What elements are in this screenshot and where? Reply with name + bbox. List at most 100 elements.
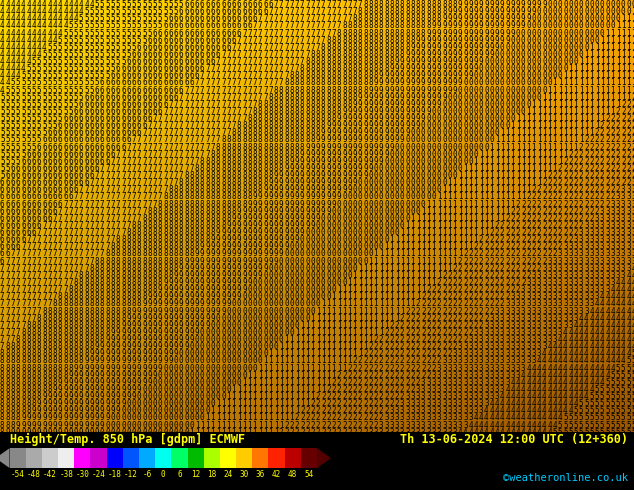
- Text: 0: 0: [584, 0, 589, 9]
- Text: 8: 8: [105, 307, 110, 316]
- Text: 8: 8: [58, 328, 63, 337]
- Text: 0: 0: [190, 378, 194, 387]
- Text: 0: 0: [616, 14, 620, 23]
- Text: 6: 6: [179, 7, 183, 16]
- Text: 0: 0: [247, 364, 252, 372]
- Text: 6: 6: [147, 86, 152, 95]
- Text: 4: 4: [479, 428, 484, 437]
- Text: 3: 3: [563, 321, 567, 330]
- Text: 5: 5: [79, 93, 84, 101]
- Text: 2: 2: [321, 399, 326, 408]
- Text: 1: 1: [327, 314, 331, 322]
- Text: 1: 1: [621, 28, 626, 38]
- Text: 2: 2: [590, 193, 594, 201]
- Text: 9: 9: [190, 257, 194, 266]
- Text: 7: 7: [32, 249, 36, 259]
- Text: 7: 7: [42, 235, 47, 244]
- Text: 30: 30: [240, 470, 249, 479]
- Text: 9: 9: [321, 207, 326, 216]
- Text: 8: 8: [342, 50, 347, 59]
- Text: 0: 0: [590, 7, 594, 16]
- Text: 9: 9: [384, 100, 389, 109]
- Text: 0: 0: [558, 22, 562, 30]
- Text: 2: 2: [574, 178, 578, 187]
- Text: 6: 6: [190, 28, 194, 38]
- Text: 7: 7: [190, 86, 194, 95]
- Text: 1: 1: [484, 199, 489, 209]
- Text: 8: 8: [153, 285, 157, 294]
- Text: 8: 8: [184, 243, 189, 251]
- Text: 1: 1: [221, 399, 226, 408]
- Text: 7: 7: [237, 64, 242, 73]
- Text: 9: 9: [500, 22, 505, 30]
- Text: 7: 7: [358, 0, 363, 9]
- Text: 9: 9: [305, 164, 310, 173]
- Text: 9: 9: [379, 78, 384, 87]
- Text: 1: 1: [584, 78, 589, 87]
- Text: 5: 5: [89, 50, 94, 59]
- Text: 3: 3: [526, 299, 531, 308]
- Text: 0: 0: [137, 435, 141, 444]
- Text: 1: 1: [337, 314, 341, 322]
- Text: 7: 7: [263, 93, 268, 101]
- Text: 2: 2: [500, 285, 505, 294]
- Text: 0: 0: [137, 428, 141, 437]
- Text: 2: 2: [421, 314, 425, 322]
- Text: 7: 7: [68, 249, 73, 259]
- Text: 4: 4: [547, 420, 552, 430]
- Text: 2: 2: [463, 321, 468, 330]
- Text: 0: 0: [337, 257, 341, 266]
- Text: 2: 2: [400, 342, 404, 351]
- Text: 9: 9: [105, 406, 110, 416]
- Text: 7: 7: [279, 7, 283, 16]
- Text: 5: 5: [26, 128, 31, 137]
- Text: 0: 0: [300, 299, 304, 308]
- Text: 2: 2: [416, 349, 420, 358]
- Text: 0: 0: [321, 221, 326, 230]
- Text: 9: 9: [384, 128, 389, 137]
- Text: 6: 6: [68, 164, 73, 173]
- Text: 9: 9: [300, 149, 304, 159]
- Text: 2: 2: [353, 392, 357, 401]
- Text: 2: 2: [568, 164, 573, 173]
- Text: 1: 1: [400, 278, 404, 287]
- Text: 7: 7: [58, 278, 63, 287]
- Text: 5: 5: [563, 420, 567, 430]
- Text: 6: 6: [179, 86, 183, 95]
- Text: 4: 4: [505, 392, 510, 401]
- Text: 1: 1: [563, 114, 567, 123]
- Text: 1: 1: [547, 93, 552, 101]
- Text: 8: 8: [5, 392, 10, 401]
- Text: 0: 0: [184, 428, 189, 437]
- Text: 9: 9: [347, 128, 352, 137]
- Text: 1: 1: [410, 214, 415, 223]
- Text: 7: 7: [153, 171, 157, 180]
- Text: 8: 8: [158, 243, 162, 251]
- Text: 3: 3: [469, 414, 473, 422]
- Text: 9: 9: [190, 307, 194, 316]
- Text: 2: 2: [389, 342, 394, 351]
- Text: 2: 2: [426, 370, 431, 380]
- Text: 9: 9: [510, 28, 515, 38]
- Text: 9: 9: [342, 128, 347, 137]
- Text: 5: 5: [74, 71, 78, 80]
- Text: 1: 1: [363, 285, 368, 294]
- Text: 9: 9: [379, 107, 384, 116]
- Text: 1: 1: [568, 93, 573, 101]
- Text: 1: 1: [305, 392, 310, 401]
- Text: 5: 5: [121, 7, 126, 16]
- Text: 0: 0: [163, 420, 168, 430]
- Text: 7: 7: [311, 22, 315, 30]
- Text: 7: 7: [263, 50, 268, 59]
- Text: 9: 9: [384, 107, 389, 116]
- Text: 9: 9: [58, 414, 63, 422]
- Text: 6: 6: [32, 207, 36, 216]
- Text: 8: 8: [94, 278, 100, 287]
- Text: 7: 7: [11, 292, 15, 301]
- Text: 8: 8: [58, 314, 63, 322]
- Text: 1: 1: [284, 385, 288, 394]
- Text: 1: 1: [574, 121, 578, 130]
- Text: 0: 0: [332, 243, 336, 251]
- Text: 1: 1: [500, 143, 505, 151]
- Text: 0: 0: [279, 299, 283, 308]
